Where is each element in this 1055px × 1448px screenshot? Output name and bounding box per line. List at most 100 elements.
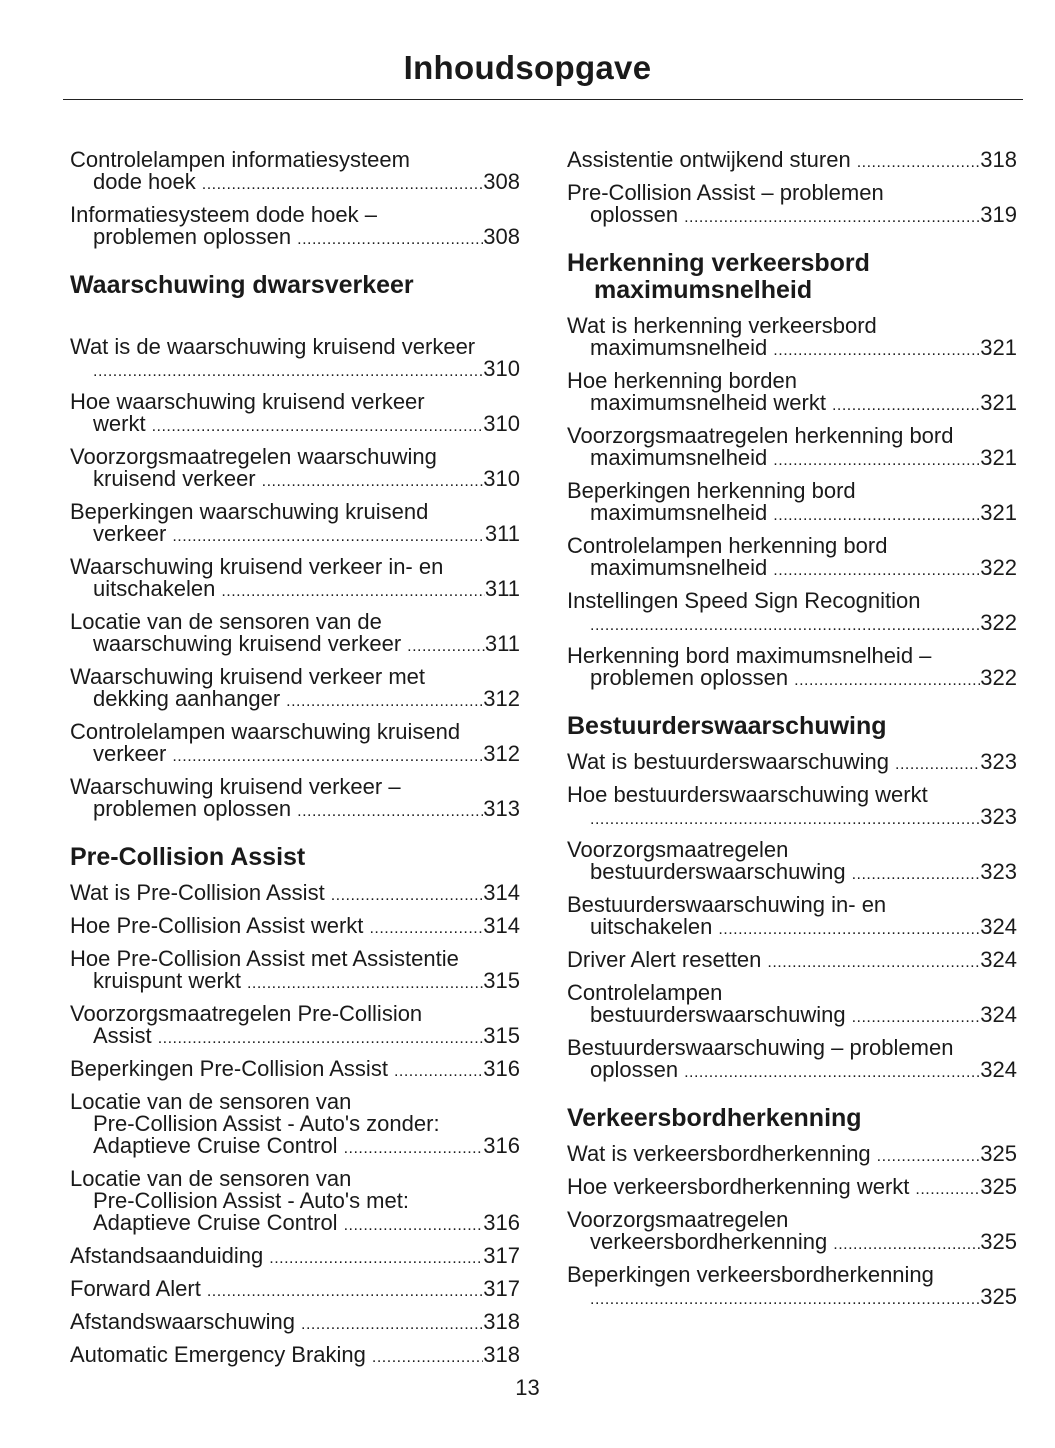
toc-entry[interactable]: Hoe Pre-Collision Assist werkt 314 — [70, 915, 520, 940]
toc-entry-text: maximumsnelheid werkt — [590, 390, 826, 415]
section-heading-line: Pre-Collision Assist — [70, 843, 306, 871]
toc-entry-last-line: Afstandsaanduiding 317 — [70, 1245, 520, 1270]
toc-entry[interactable]: Herkenning bord maximumsnelheid – problem… — [567, 645, 1017, 692]
toc-page-number: 324 — [980, 914, 1017, 939]
toc-entry[interactable]: Pre-Collision Assist – problemen oplossen… — [567, 182, 1017, 229]
toc-page-number: 314 — [483, 913, 520, 938]
toc-entry-last-line: verkeer 312 — [70, 743, 520, 768]
toc-entry[interactable]: Waarschuwing kruisend verkeer met dekking… — [70, 666, 520, 713]
toc-entry-text: Hoe verkeersbordherkenning werkt — [567, 1174, 910, 1199]
toc-page-number: 316 — [483, 1133, 520, 1158]
toc-entry-last-line: 325 — [567, 1286, 1017, 1311]
dot-leader — [301, 1311, 483, 1336]
toc-entry[interactable]: Locatie van de sensoren van de waarschuwi… — [70, 611, 520, 658]
dot-leader — [331, 882, 484, 907]
toc-entry[interactable]: Informatiesysteem dode hoek – problemen o… — [70, 204, 520, 251]
toc-entry[interactable]: Bestuurderswaarschuwing in- en uitschakel… — [567, 894, 1017, 941]
toc-entry-text: Bestuurderswaarschuwing in- en — [567, 892, 887, 917]
toc-entry[interactable]: Wat is Pre-Collision Assist 314 — [70, 882, 520, 907]
toc-entry[interactable]: Wat is bestuurderswaarschuwing 323 — [567, 751, 1017, 776]
toc-entry[interactable]: Hoe herkenning borden maximumsnelheid wer… — [567, 370, 1017, 417]
dot-leader — [773, 447, 980, 472]
toc-entry-text: Adaptieve Cruise Control — [93, 1210, 338, 1235]
toc-entry[interactable]: Voorzorgsmaatregelen herkenning bord maxi… — [567, 425, 1017, 472]
toc-entry-last-line: Wat is Pre-Collision Assist 314 — [70, 882, 520, 907]
toc-column-right: Assistentie ontwijkend sturen 318 Pre-Coll… — [567, 149, 1017, 1319]
toc-entry[interactable]: Beperkingen herkenning bord maximumsnelhe… — [567, 480, 1017, 527]
toc-entry[interactable]: Driver Alert resetten 324 — [567, 949, 1017, 974]
toc-entry-text: Locatie van de sensoren van de — [70, 609, 382, 634]
toc-page-number: 313 — [483, 796, 520, 821]
dot-leader — [247, 970, 483, 995]
toc-entry[interactable]: Voorzorgsmaatregelen Pre-Collision Assist… — [70, 1003, 520, 1050]
dot-leader — [344, 1135, 484, 1160]
toc-entry[interactable]: Assistentie ontwijkend sturen 318 — [567, 149, 1017, 174]
toc-entry[interactable]: Waarschuwing kruisend verkeer – problemen… — [70, 776, 520, 823]
dot-leader — [207, 1278, 483, 1303]
toc-entry[interactable]: Wat is verkeersbordherkenning 325 — [567, 1143, 1017, 1168]
toc-entry[interactable]: Bestuurderswaarschuwing – problemen oplos… — [567, 1037, 1017, 1084]
toc-entry-last-line: problemen oplossen 322 — [567, 667, 1017, 692]
toc-entry[interactable]: Hoe verkeersbordherkenning werkt 325 — [567, 1176, 1017, 1201]
toc-page-number: 316 — [483, 1056, 520, 1081]
toc-entry-text: dekking aanhanger — [93, 686, 281, 711]
toc-entry-text: Voorzorgsmaatregelen waarschuwing — [70, 444, 437, 469]
toc-entry[interactable]: Afstandsaanduiding 317 — [70, 1245, 520, 1270]
toc-page-number: 324 — [980, 1002, 1017, 1027]
toc-entry[interactable]: Controlelampen informatiesysteem dode hoe… — [70, 149, 520, 196]
toc-entry[interactable]: Automatic Emergency Braking 318 — [70, 1344, 520, 1369]
toc-entry[interactable]: Hoe bestuurderswaarschuwing werkt 323 — [567, 784, 1017, 831]
toc-page-number: 322 — [980, 610, 1017, 635]
toc-entry[interactable]: Beperkingen verkeersbordherkenning 325 — [567, 1264, 1017, 1311]
toc-entry-text: Hoe waarschuwing kruisend verkeer — [70, 389, 425, 414]
toc-page-number: 311 — [484, 521, 520, 546]
toc-entry-last-line: Automatic Emergency Braking 318 — [70, 1344, 520, 1369]
toc-entry[interactable]: Afstandswaarschuwing 318 — [70, 1311, 520, 1336]
toc-page-number: 324 — [980, 1057, 1017, 1082]
toc-page-number: 322 — [980, 555, 1017, 580]
toc-entry[interactable]: Hoe Pre-Collision Assist met Assistentie… — [70, 948, 520, 995]
dot-leader — [852, 1004, 981, 1029]
toc-entry[interactable]: Waarschuwing kruisend verkeer in- en uits… — [70, 556, 520, 603]
toc-page-number: 321 — [980, 335, 1017, 360]
dot-leader — [344, 1212, 484, 1237]
toc-entry[interactable]: Instellingen Speed Sign Recognition 322 — [567, 590, 1017, 637]
toc-entry-text: verkeer — [93, 521, 167, 546]
toc-entry-text: problemen oplossen — [93, 224, 292, 249]
toc-entry-text: Voorzorgsmaatregelen Pre-Collision — [70, 1001, 423, 1026]
dot-leader — [269, 1245, 483, 1270]
toc-entry[interactable]: Voorzorgsmaatregelen waarschuwing kruisen… — [70, 446, 520, 493]
toc-entry-text: Wat is verkeersbordherkenning — [567, 1141, 871, 1166]
toc-page-number: 324 — [980, 947, 1017, 972]
toc-entry[interactable]: Voorzorgsmaatregelen verkeersbordherkenni… — [567, 1209, 1017, 1256]
toc-entry-text: bestuurderswaarschuwing — [590, 859, 846, 884]
toc-entry[interactable]: Beperkingen Pre-Collision Assist 316 — [70, 1058, 520, 1083]
dot-leader — [297, 798, 483, 823]
toc-entry[interactable]: Controlelampen waarschuwing kruisend verk… — [70, 721, 520, 768]
toc-entry-last-line: kruispunt werkt 315 — [70, 970, 520, 995]
toc-entry-last-line: maximumsnelheid 321 — [567, 502, 1017, 527]
toc-entry[interactable]: Beperkingen waarschuwing kruisend verkeer… — [70, 501, 520, 548]
toc-entry-text: Voorzorgsmaatregelen — [567, 837, 789, 862]
toc-entry-text: Hoe Pre-Collision Assist met Assistentie — [70, 946, 459, 971]
toc-entry[interactable]: Wat is de waarschuwing kruisend verkeer 3… — [70, 336, 520, 383]
toc-entry[interactable]: Locatie van de sensoren van Pre-Collision… — [70, 1168, 520, 1237]
toc-entry-text: Wat is herkenning verkeersbord — [567, 313, 877, 338]
toc-entry[interactable]: Forward Alert 317 — [70, 1278, 520, 1303]
toc-entry[interactable]: Controlelampen herkenning bord maximumsne… — [567, 535, 1017, 582]
dot-leader — [773, 557, 980, 582]
toc-entry[interactable]: Wat is herkenning verkeersbord maximumsne… — [567, 315, 1017, 362]
toc-entry-text: Herkenning bord maximumsnelheid – — [567, 643, 932, 668]
toc-entry-last-line: bestuurderswaarschuwing 323 — [567, 861, 1017, 886]
toc-entry[interactable]: Locatie van de sensoren van Pre-Collision… — [70, 1091, 520, 1160]
toc-entry[interactable]: Voorzorgsmaatregelen bestuurderswaarschuw… — [567, 839, 1017, 886]
toc-entry-last-line: Adaptieve Cruise Control 316 — [70, 1212, 520, 1237]
toc-entry-text: uitschakelen — [590, 914, 713, 939]
toc-page-number: 308 — [483, 169, 520, 194]
toc-page-number: 310 — [483, 356, 520, 381]
toc-entry-text: waarschuwing kruisend verkeer — [93, 631, 402, 656]
toc-entry-text: Hoe herkenning borden — [567, 368, 797, 393]
toc-entry-text: maximumsnelheid — [590, 500, 768, 525]
